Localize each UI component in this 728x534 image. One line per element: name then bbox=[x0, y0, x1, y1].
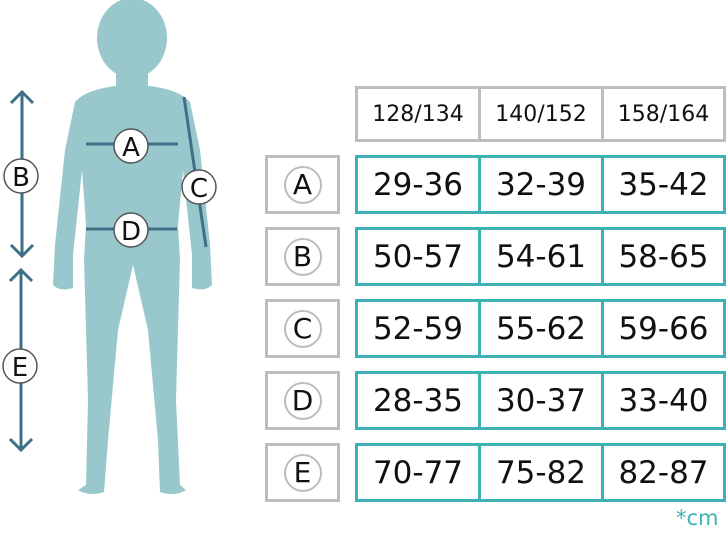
row-label: D bbox=[283, 381, 322, 420]
svg-text:C: C bbox=[190, 174, 208, 204]
measurement-cell: 32-39 bbox=[478, 155, 604, 214]
body-silhouette bbox=[53, 0, 212, 495]
measurement-cell: 30-37 bbox=[478, 371, 604, 430]
measurement-cell: 28-35 bbox=[355, 371, 481, 430]
measurement-cell: 29-36 bbox=[355, 155, 481, 214]
figure-label-e: E bbox=[2, 348, 38, 384]
measurement-cell: 70-77 bbox=[355, 443, 481, 502]
row-label: B bbox=[283, 237, 322, 276]
svg-text:A: A bbox=[122, 133, 140, 163]
svg-text:E: E bbox=[12, 353, 28, 383]
figure-label-a: A bbox=[113, 128, 149, 164]
figure-label-b: B bbox=[3, 158, 39, 194]
row-label: A bbox=[283, 165, 322, 204]
measurement-cell: 33-40 bbox=[601, 371, 726, 430]
size-header-cell: 140/152 bbox=[478, 86, 604, 142]
measurement-cell: 58-65 bbox=[601, 227, 726, 286]
row-label-box: D bbox=[265, 371, 340, 430]
measurement-cell: 82-87 bbox=[601, 443, 726, 502]
svg-text:D: D bbox=[121, 217, 141, 247]
svg-text:B: B bbox=[12, 163, 30, 193]
figure-label-d: D bbox=[113, 212, 149, 248]
size-header-cell: 158/164 bbox=[601, 86, 726, 142]
row-label-box: A bbox=[265, 155, 340, 214]
measurement-cell: 59-66 bbox=[601, 299, 726, 358]
measurement-cell: 75-82 bbox=[478, 443, 604, 502]
size-header-cell: 128/134 bbox=[355, 86, 481, 142]
measurement-cell: 52-59 bbox=[355, 299, 481, 358]
row-label: C bbox=[283, 309, 322, 348]
unit-note: *cm bbox=[676, 506, 719, 530]
row-label-box: E bbox=[265, 443, 340, 502]
row-label-box: C bbox=[265, 299, 340, 358]
measurement-cell: 50-57 bbox=[355, 227, 481, 286]
measurement-cell: 54-61 bbox=[478, 227, 604, 286]
measurement-cell: 55-62 bbox=[478, 299, 604, 358]
measurement-cell: 35-42 bbox=[601, 155, 726, 214]
row-label: E bbox=[283, 453, 322, 492]
row-label-box: B bbox=[265, 227, 340, 286]
body-silhouette-figure: A B C D E bbox=[2, 0, 217, 495]
figure-label-c: C bbox=[181, 169, 217, 205]
